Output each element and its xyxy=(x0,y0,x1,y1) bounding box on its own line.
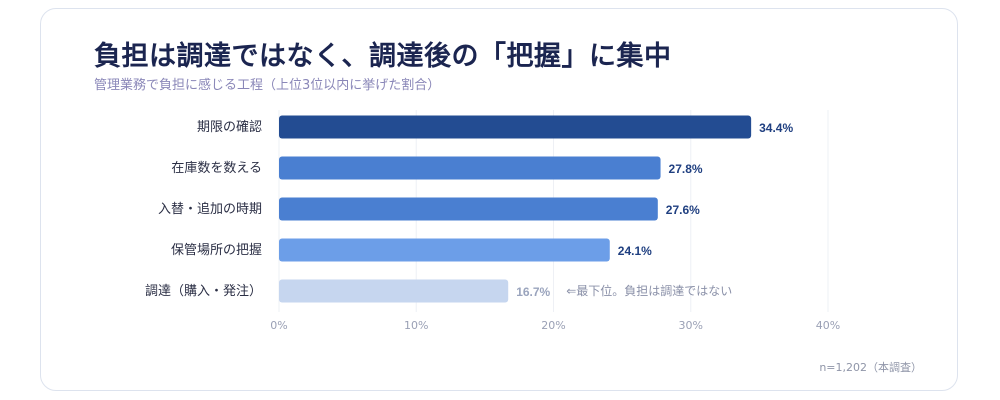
chart-subtitle: 管理業務で負担に感じる工程（上位3位以内に挙げた割合） xyxy=(94,78,441,93)
category-label: 保管場所の把握 xyxy=(171,243,262,258)
chart-title: 負担は調達ではなく、調達後の「把握」に集中 xyxy=(94,41,672,72)
x-tick-label: 0% xyxy=(270,319,287,332)
bar-value-label: 16.7% xyxy=(516,285,550,299)
bar xyxy=(279,279,509,303)
bar-value-label: 27.6% xyxy=(666,203,700,217)
annotation-text: ⇐最下位。負担は調達ではない xyxy=(566,283,732,298)
x-tick-label: 40% xyxy=(816,319,840,332)
sample-size-note: n=1,202（本調査） xyxy=(819,361,922,374)
bar-value-label: 27.8% xyxy=(669,162,703,176)
category-label: 在庫数を数える xyxy=(171,161,262,176)
x-tick-label: 10% xyxy=(404,319,428,332)
bar xyxy=(279,115,752,139)
bar xyxy=(279,197,658,221)
x-tick-label: 30% xyxy=(679,319,703,332)
category-label: 調達（購入・発注） xyxy=(145,284,262,299)
bar-value-label: 24.1% xyxy=(618,244,652,258)
category-label: 入替・追加の時期 xyxy=(158,201,262,217)
category-label: 期限の確認 xyxy=(197,119,262,135)
x-tick-label: 20% xyxy=(541,319,565,332)
bar-value-label: 34.4% xyxy=(759,121,793,135)
bar xyxy=(279,238,610,262)
bar xyxy=(279,156,661,180)
